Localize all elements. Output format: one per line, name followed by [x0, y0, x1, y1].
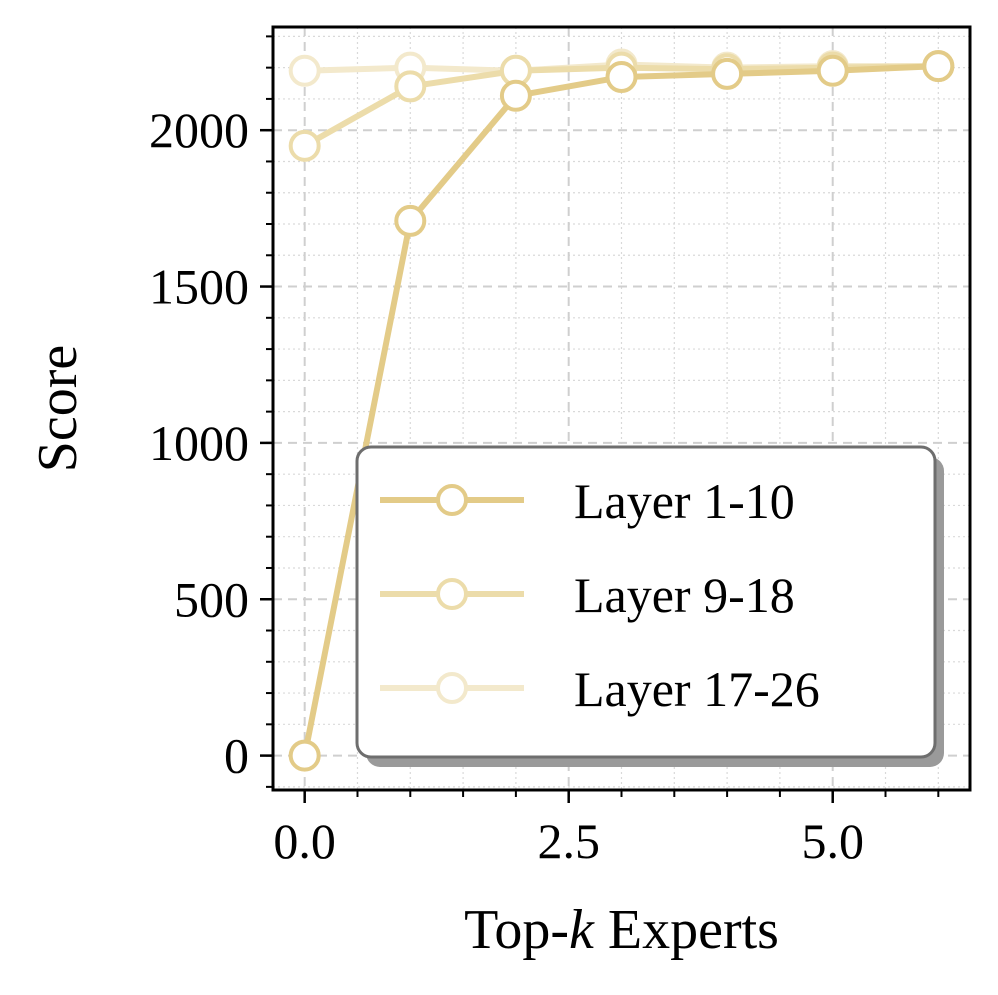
y-tick-label: 500	[174, 571, 249, 627]
x-axis-label-variable: k	[569, 899, 595, 961]
x-tick-label: 5.0	[801, 813, 864, 869]
y-tick-label: 1500	[149, 259, 249, 315]
legend-item: Layer 17-26	[380, 661, 820, 717]
x-axis-label: Top-k Experts	[464, 899, 779, 961]
axis-ticks: 0.0 2.5 5.0 0 500 1000 1500 2000	[149, 35, 940, 869]
series-layer	[288, 48, 955, 772]
legend-label: Layer 1-10	[574, 473, 795, 529]
data-point	[288, 129, 321, 162]
data-point	[288, 739, 321, 772]
legend-label: Layer 17-26	[574, 661, 820, 717]
legend: Layer 1-10 Layer 9-18 Layer 17-26	[355, 445, 944, 767]
x-tick-label: 2.5	[537, 813, 600, 869]
legend-swatch-marker	[436, 672, 468, 704]
data-point	[605, 61, 638, 94]
legend-item: Layer 1-10	[380, 473, 795, 529]
data-point	[499, 79, 532, 112]
legend-label: Layer 9-18	[574, 567, 795, 623]
y-tick-label: 1000	[149, 415, 249, 471]
x-axis-label-part: Top-	[464, 899, 569, 961]
data-point	[288, 54, 321, 87]
data-point	[922, 50, 955, 83]
y-tick-label: 2000	[149, 102, 249, 158]
series-layer-1-10	[288, 50, 955, 772]
legend-box	[355, 445, 937, 759]
data-point	[394, 70, 427, 103]
data-point	[711, 57, 744, 90]
legend-swatch-marker	[436, 484, 468, 516]
legend-swatch-marker	[436, 578, 468, 610]
x-tick-label: 0.0	[273, 813, 336, 869]
x-axis-label-part: Experts	[594, 899, 779, 961]
data-point	[394, 204, 427, 237]
data-point	[816, 54, 849, 87]
y-axis-label: Score	[27, 345, 89, 473]
legend-item: Layer 9-18	[380, 567, 795, 623]
y-tick-label: 0	[224, 728, 249, 784]
